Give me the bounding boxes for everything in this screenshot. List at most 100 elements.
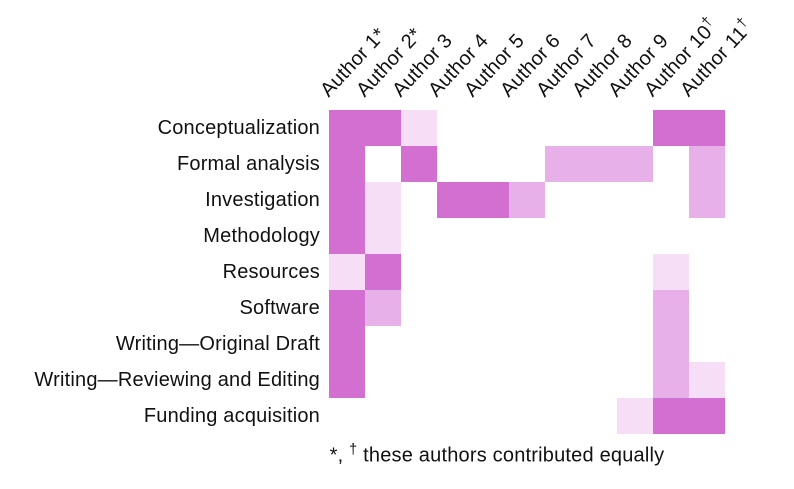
- heatmap-cell: [689, 182, 725, 218]
- heatmap-cell: [509, 218, 545, 254]
- heatmap-cell: [365, 362, 401, 398]
- heatmap-cell: [653, 182, 689, 218]
- heatmap-cell: [581, 218, 617, 254]
- row-label-software: Software: [239, 297, 320, 319]
- heatmap-cell: [401, 362, 437, 398]
- heatmap-cell: [437, 110, 473, 146]
- heatmap-cell: [653, 218, 689, 254]
- heatmap-cell: [581, 110, 617, 146]
- heatmap-cell: [473, 326, 509, 362]
- footnote-star-marker: *,: [329, 444, 344, 467]
- heatmap-cell: [545, 146, 581, 182]
- heatmap-cell: [689, 146, 725, 182]
- heatmap-cell: [545, 182, 581, 218]
- heatmap-cell: [689, 326, 725, 362]
- heatmap-cell: [509, 290, 545, 326]
- heatmap-cell: [473, 362, 509, 398]
- heatmap-cell: [437, 362, 473, 398]
- heatmap-cell: [401, 290, 437, 326]
- heatmap-cell: [329, 254, 365, 290]
- heatmap-cell: [473, 146, 509, 182]
- heatmap-cell: [473, 290, 509, 326]
- heatmap-cell: [545, 362, 581, 398]
- heatmap-cell: [509, 254, 545, 290]
- row-label-resources: Resources: [222, 261, 320, 283]
- heatmap-cell: [509, 182, 545, 218]
- heatmap-cell: [437, 182, 473, 218]
- row-label-formal-analysis: Formal analysis: [176, 153, 320, 175]
- heatmap-cell: [401, 398, 437, 434]
- heatmap-cell: [689, 362, 725, 398]
- heatmap-cell: [437, 218, 473, 254]
- heatmap-cell: [473, 182, 509, 218]
- heatmap-cell: [581, 182, 617, 218]
- heatmap-cell: [365, 182, 401, 218]
- footnote: *, † these authors contributed equally: [247, 442, 747, 468]
- heatmap-cell: [617, 290, 653, 326]
- heatmap-cell: [401, 254, 437, 290]
- heatmap-cell: [401, 326, 437, 362]
- heatmap-cell: [581, 290, 617, 326]
- heatmap-cell: [545, 326, 581, 362]
- heatmap-cell: [365, 110, 401, 146]
- row-label-writing-reviewing-and-editing: Writing—Reviewing and Editing: [34, 369, 320, 391]
- heatmap-cell: [581, 398, 617, 434]
- heatmap-cell: [473, 254, 509, 290]
- heatmap-cell: [329, 146, 365, 182]
- heatmap-cell: [617, 326, 653, 362]
- heatmap-cell: [365, 254, 401, 290]
- heatmap-cell: [473, 398, 509, 434]
- heatmap-cell: [617, 254, 653, 290]
- heatmap-cell: [329, 182, 365, 218]
- heatmap-cell: [689, 398, 725, 434]
- row-label-conceptualization: Conceptualization: [157, 117, 320, 139]
- heatmap-cell: [617, 362, 653, 398]
- heatmap-cell: [509, 362, 545, 398]
- heatmap-cell: [437, 254, 473, 290]
- heatmap-cell: [401, 182, 437, 218]
- heatmap-cell: [365, 218, 401, 254]
- heatmap-cell: [689, 290, 725, 326]
- heatmap-cell: [653, 290, 689, 326]
- heatmap-cell: [581, 326, 617, 362]
- heatmap-cell: [653, 146, 689, 182]
- footnote-text: these authors contributed equally: [363, 444, 665, 467]
- heatmap-cell: [617, 110, 653, 146]
- heatmap-cell: [401, 110, 437, 146]
- heatmap-cell: [545, 290, 581, 326]
- heatmap-cell: [689, 218, 725, 254]
- heatmap-cell: [653, 362, 689, 398]
- heatmap-cell: [581, 146, 617, 182]
- heatmap-cell: [473, 110, 509, 146]
- heatmap-cell: [617, 398, 653, 434]
- heatmap-cell: [545, 110, 581, 146]
- row-label-investigation: Investigation: [205, 189, 320, 211]
- heatmap-cell: [401, 218, 437, 254]
- heatmap-cell: [545, 398, 581, 434]
- row-label-writing-original-draft: Writing—Original Draft: [115, 333, 320, 355]
- heatmap-cell: [689, 110, 725, 146]
- heatmap-cell: [653, 398, 689, 434]
- heatmap-cell: [617, 146, 653, 182]
- heatmap-cell: [509, 326, 545, 362]
- heatmap-cell: [581, 254, 617, 290]
- heatmap-cell: [473, 218, 509, 254]
- heatmap-cell: [545, 218, 581, 254]
- heatmap-cell: [329, 398, 365, 434]
- heatmap-cell: [329, 110, 365, 146]
- heatmap-cell: [617, 218, 653, 254]
- heatmap-cell: [437, 290, 473, 326]
- heatmap-cell: [365, 398, 401, 434]
- heatmap-cell: [437, 398, 473, 434]
- heatmap-cell: [329, 362, 365, 398]
- heatmap-cell: [329, 326, 365, 362]
- heatmap-cell: [509, 398, 545, 434]
- heatmap-cell: [365, 290, 401, 326]
- footnote-dagger-marker: †: [349, 442, 358, 458]
- heatmap-cell: [617, 182, 653, 218]
- heatmap-cell: [329, 218, 365, 254]
- heatmap-cell: [581, 362, 617, 398]
- heatmap-cell: [689, 254, 725, 290]
